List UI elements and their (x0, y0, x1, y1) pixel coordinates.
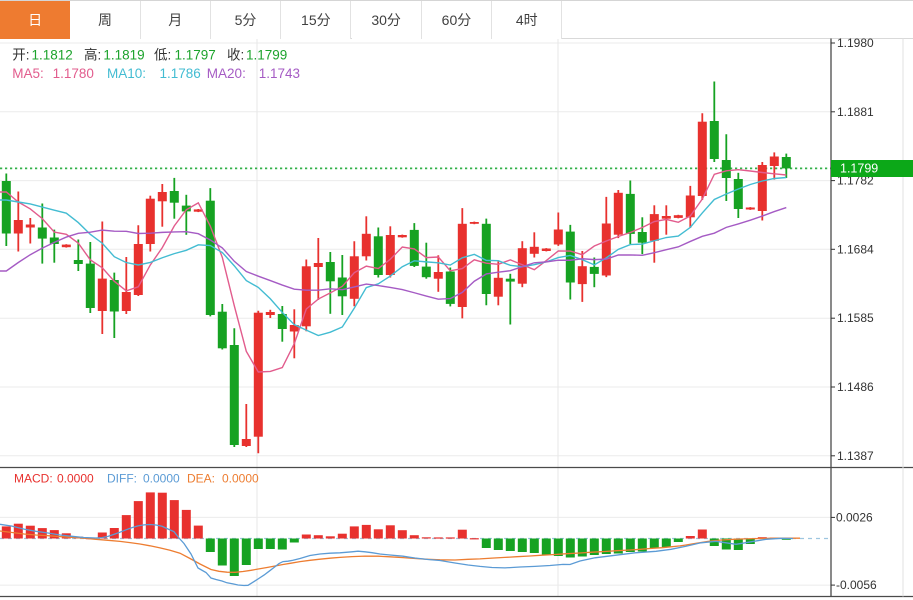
svg-text:1.1799: 1.1799 (840, 162, 878, 176)
svg-text:MA10:: MA10: (107, 66, 146, 81)
svg-text:高:: 高: (84, 47, 101, 63)
svg-text:1.1786: 1.1786 (160, 66, 201, 81)
svg-text:1.1819: 1.1819 (103, 48, 144, 63)
svg-text:1.1585: 1.1585 (837, 311, 874, 325)
svg-text:开:: 开: (12, 48, 29, 63)
svg-text:收:: 收: (227, 48, 244, 63)
svg-text:1.1881: 1.1881 (837, 105, 874, 119)
svg-text:低:: 低: (154, 48, 171, 63)
svg-text:1.1980: 1.1980 (837, 36, 874, 50)
svg-text:MA20:: MA20: (207, 66, 246, 81)
svg-text:1.1684: 1.1684 (837, 242, 874, 256)
svg-text:1.1780: 1.1780 (53, 66, 94, 81)
svg-text:0.0000: 0.0000 (143, 472, 180, 486)
svg-text:MA5:: MA5: (12, 66, 44, 81)
svg-text:0.0000: 0.0000 (222, 472, 259, 486)
svg-text:1.1387: 1.1387 (837, 449, 874, 463)
svg-text:1.1799: 1.1799 (246, 48, 287, 63)
svg-text:MACD:: MACD: (14, 472, 53, 486)
svg-text:-0.0056: -0.0056 (836, 578, 877, 592)
svg-text:1.1782: 1.1782 (837, 174, 874, 188)
svg-text:1.1812: 1.1812 (32, 48, 73, 63)
svg-text:0.0000: 0.0000 (57, 472, 94, 486)
svg-text:1.1797: 1.1797 (175, 48, 216, 63)
svg-text:DIFF:: DIFF: (107, 472, 137, 486)
svg-text:1.1743: 1.1743 (259, 66, 300, 81)
svg-text:0.0026: 0.0026 (836, 510, 873, 524)
svg-text:1.1486: 1.1486 (837, 380, 874, 394)
svg-text:DEA:: DEA: (187, 472, 215, 486)
